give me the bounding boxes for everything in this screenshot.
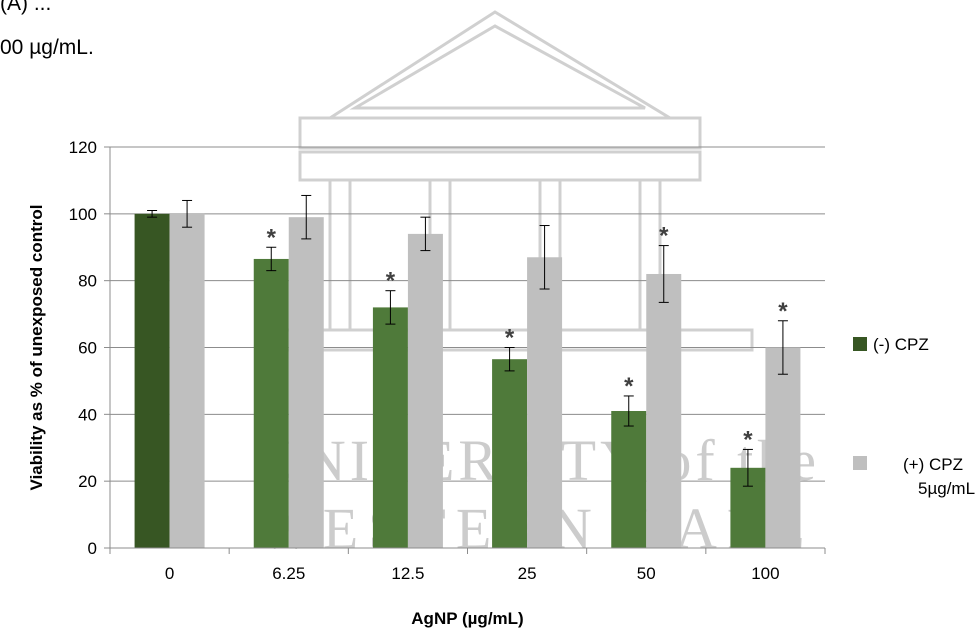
y-tick-label: 120 (69, 138, 97, 157)
axes: 0 20 40 60 80 100 120 0 6.25 12.5 25 50 100 (69, 138, 826, 583)
significance-star: * (505, 325, 515, 352)
y-axis-title: Viability as % of unexposed control (27, 205, 46, 491)
significance-star: * (743, 426, 753, 453)
x-tick-label: 0 (165, 564, 174, 583)
significance-star: * (778, 298, 788, 325)
error-bars (147, 194, 788, 487)
x-tick-label: 25 (518, 564, 537, 583)
y-tick-label: 100 (69, 205, 97, 224)
bar-plus-cpz (527, 257, 563, 548)
caption-line-2: 00 µg/mL. (0, 36, 94, 59)
bar-minus-cpz (611, 410, 647, 548)
significance-markers: * * * * * * * (267, 223, 789, 454)
x-tick-label: 50 (637, 564, 656, 583)
bar-plus-cpz (765, 347, 801, 548)
y-tick-label: 40 (78, 405, 97, 424)
significance-star: * (267, 224, 277, 251)
bar-minus-cpz (134, 213, 170, 549)
bar-plus-cpz (169, 213, 205, 549)
x-tick-label: 12.5 (391, 564, 424, 583)
significance-star: * (659, 223, 669, 250)
caption-line-1: (A) ... (0, 0, 52, 15)
bars (134, 213, 801, 549)
x-tick-label: 6.25 (272, 564, 305, 583)
x-tick-label: 100 (751, 564, 779, 583)
bar-minus-cpz (492, 359, 528, 548)
bar-plus-cpz (407, 233, 443, 548)
bar-minus-cpz (253, 258, 289, 548)
bar-minus-cpz (372, 307, 408, 548)
y-tick-label: 80 (78, 272, 97, 291)
x-axis-title: AgNP (µg/mL) (411, 609, 523, 628)
y-tick-label: 60 (78, 339, 97, 358)
legend-swatch-minus-cpz (853, 337, 867, 351)
y-tick-label: 0 (88, 539, 97, 558)
bar-plus-cpz (646, 273, 682, 548)
significance-star: * (624, 373, 634, 400)
y-tick-label: 20 (78, 472, 97, 491)
legend-label-plus-cpz: (+) CPZ 5µg/mL (903, 455, 975, 498)
bar-plus-cpz (288, 217, 324, 549)
legend-swatch-plus-cpz (853, 456, 867, 470)
significance-star: * (386, 268, 396, 295)
gridlines (110, 146, 825, 482)
legend-label-minus-cpz: (-) CPZ (873, 335, 929, 354)
legend: (-) CPZ (+) CPZ 5µg/mL (853, 335, 975, 498)
